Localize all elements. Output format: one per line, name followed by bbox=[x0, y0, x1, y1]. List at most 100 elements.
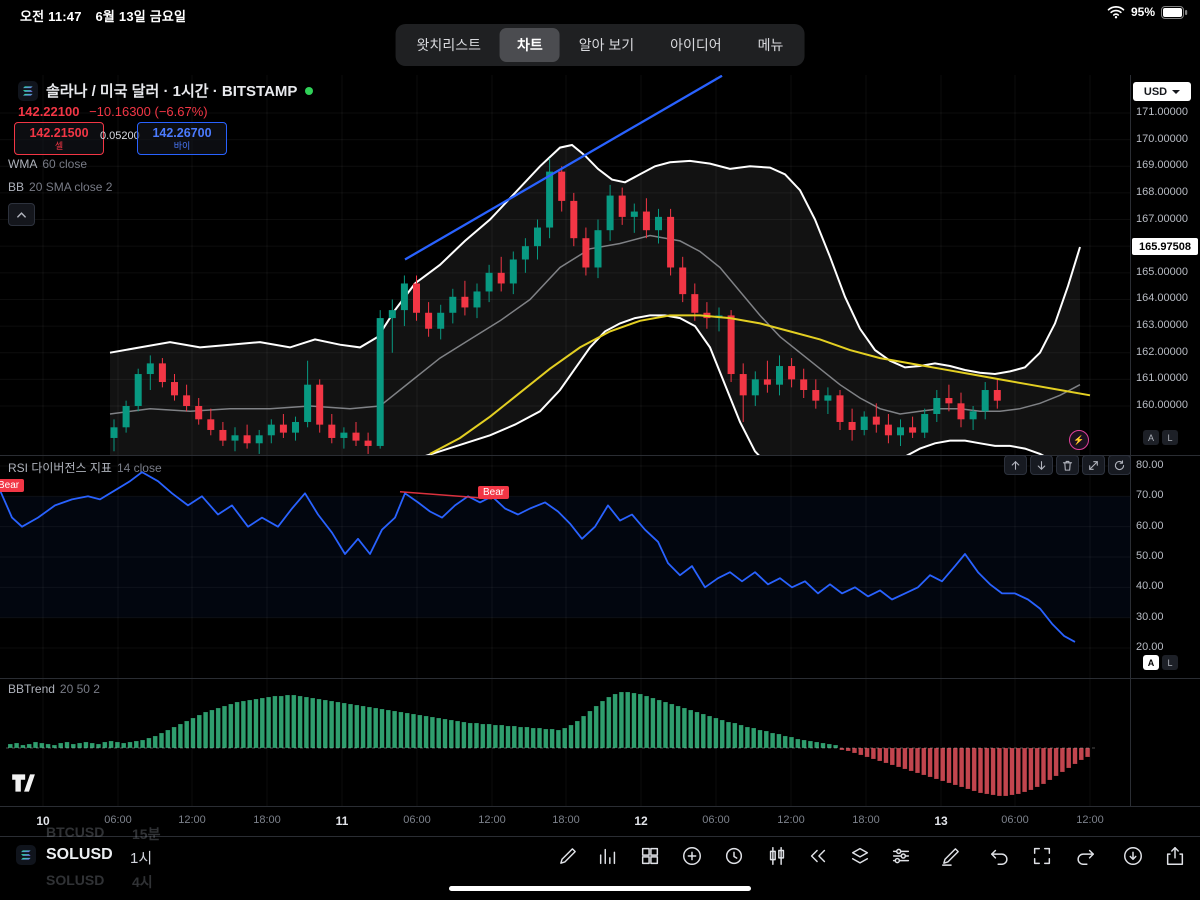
symbol-title[interactable]: 솔라나 / 미국 달러 · 1시간 · BITSTAMP bbox=[46, 83, 298, 100]
alert-clock-button[interactable] bbox=[722, 844, 746, 868]
time-axis-label: 12:00 bbox=[478, 814, 506, 826]
rsi-axis-label: 70.00 bbox=[1136, 489, 1164, 502]
sell-label: 셀 bbox=[54, 140, 64, 151]
candles-button[interactable] bbox=[765, 844, 789, 868]
tab-ideas[interactable]: 아이디어 bbox=[670, 37, 722, 53]
main-auto-scale-button[interactable]: A bbox=[1143, 430, 1159, 445]
add-circle-icon bbox=[683, 847, 701, 865]
legend-wma[interactable]: WMA 60 close bbox=[8, 157, 88, 171]
time-axis-label: 13 bbox=[934, 814, 948, 828]
price-axis-label: 168.00000 bbox=[1136, 185, 1188, 198]
undo-button[interactable] bbox=[988, 844, 1012, 868]
time-axis-label: 18:00 bbox=[852, 814, 880, 826]
currency-label: USD bbox=[1143, 85, 1168, 98]
time-axis[interactable]: 10 06:00 12:00 18:00 11 06:00 12:00 18:00 12 06:0… bbox=[0, 812, 1130, 832]
share-icon bbox=[1166, 847, 1184, 865]
add-circle-button[interactable] bbox=[680, 844, 704, 868]
tab-watchlist[interactable]: 왓치리스트 bbox=[416, 37, 481, 53]
download-icon bbox=[1124, 847, 1142, 865]
price-axis-label: 169.00000 bbox=[1136, 159, 1188, 172]
rsi-axis-label: 60.00 bbox=[1136, 519, 1164, 532]
top-nav: 왓치리스트 차트 알아 보기 아이디어 메뉴 bbox=[395, 24, 805, 66]
bear-label-left: Bear bbox=[0, 479, 25, 492]
arrow-down-icon bbox=[1037, 460, 1046, 470]
sell-button[interactable]: 142.21500 셀 bbox=[14, 122, 104, 155]
legend-bb[interactable]: BB 20 SMA close 2 bbox=[8, 180, 113, 194]
rsi-axis-label: 80.00 bbox=[1136, 459, 1164, 471]
grid-button[interactable] bbox=[638, 844, 662, 868]
fullscreen-icon bbox=[1033, 847, 1051, 865]
redo-button[interactable] bbox=[1073, 844, 1097, 868]
arrow-up-button[interactable] bbox=[1004, 455, 1027, 475]
time-axis-label: 18:00 bbox=[253, 814, 281, 826]
redo-icon bbox=[1077, 849, 1094, 865]
download-button[interactable] bbox=[1121, 844, 1145, 868]
rsi-axis[interactable]: 80.00 70.00 60.00 50.00 40.00 30.00 20.00 bbox=[1136, 0, 1200, 860]
time-axis-label: 06:00 bbox=[104, 814, 132, 826]
refresh-icon bbox=[1114, 459, 1125, 470]
home-indicator[interactable] bbox=[449, 886, 751, 891]
price-axis-label: 167.00000 bbox=[1136, 212, 1188, 225]
layers-button[interactable] bbox=[848, 844, 872, 868]
maximize-button[interactable] bbox=[1082, 455, 1105, 475]
time-axis-label: 12:00 bbox=[178, 814, 206, 826]
grid-icon bbox=[641, 847, 659, 865]
brush-button[interactable] bbox=[939, 844, 963, 868]
layers-icon bbox=[851, 847, 869, 864]
time-axis-label: 06:00 bbox=[702, 814, 730, 826]
trash-icon bbox=[1062, 460, 1073, 471]
tradingview-logo-icon[interactable] bbox=[10, 770, 36, 801]
bbtrend-pane-title[interactable]: BBTrend 20 50 2 bbox=[8, 682, 100, 696]
bottom-symbol-icon[interactable] bbox=[16, 845, 36, 865]
main-log-scale-button[interactable]: L bbox=[1162, 430, 1178, 445]
share-button[interactable] bbox=[1163, 844, 1187, 868]
chevron-up-icon bbox=[17, 211, 26, 218]
draw-button[interactable] bbox=[556, 844, 580, 868]
bear-label-mid: Bear bbox=[478, 486, 510, 499]
currency-select[interactable]: USD bbox=[1133, 82, 1191, 101]
buy-price: 142.26700 bbox=[152, 126, 212, 141]
chevron-down-icon bbox=[1172, 89, 1181, 94]
time-axis-label: 12:00 bbox=[777, 814, 805, 826]
buy-button[interactable]: 142.26700 바이 bbox=[137, 122, 227, 155]
spread-value: 0.05200 bbox=[100, 130, 140, 142]
boost-flash-icon[interactable]: ⚡ bbox=[1069, 430, 1089, 450]
refresh-button[interactable] bbox=[1108, 455, 1131, 475]
price-change: −10.16300 (−6.67%) bbox=[89, 104, 208, 119]
tab-menu[interactable]: 메뉴 bbox=[757, 37, 784, 53]
rsi-pane-title[interactable]: RSI 다이버전스 지표 14 close bbox=[8, 461, 162, 475]
price-axis-label: 171.00000 bbox=[1136, 106, 1188, 118]
market-open-dot bbox=[305, 86, 314, 95]
brush-icon bbox=[942, 848, 959, 866]
rsi-log-scale-button[interactable]: L bbox=[1162, 655, 1178, 670]
maximize-icon bbox=[1089, 460, 1098, 470]
legend-collapse-button[interactable] bbox=[8, 203, 35, 226]
trash-button[interactable] bbox=[1056, 455, 1079, 475]
price-axis-label: 165.00000 bbox=[1136, 265, 1188, 278]
clock-text: 오전 11:47 bbox=[20, 9, 82, 24]
wifi-icon bbox=[1107, 6, 1125, 19]
time-axis-label: 12 bbox=[634, 814, 648, 828]
chart-button[interactable] bbox=[596, 844, 620, 868]
tab-chart[interactable]: 차트 bbox=[499, 28, 560, 62]
arrow-down-button[interactable] bbox=[1030, 455, 1053, 475]
solana-icon bbox=[18, 80, 38, 101]
fullscreen-button[interactable] bbox=[1030, 844, 1054, 868]
rsi-axis-label: 30.00 bbox=[1136, 610, 1164, 623]
time-axis-label: 06:00 bbox=[1001, 814, 1029, 826]
interval-button[interactable]: 1시 bbox=[130, 850, 153, 867]
alert-clock-icon bbox=[726, 847, 742, 865]
ghost-interval-bottom: 4시 bbox=[132, 874, 153, 890]
replay-button[interactable] bbox=[806, 844, 830, 868]
time-axis-label: 06:00 bbox=[403, 814, 431, 826]
last-price: 142.22100 bbox=[18, 104, 80, 119]
tab-explore[interactable]: 알아 보기 bbox=[578, 37, 635, 53]
arrow-up-icon bbox=[1011, 460, 1020, 470]
rsi-auto-scale-button[interactable]: A bbox=[1143, 655, 1159, 670]
rsi-axis-label: 40.00 bbox=[1136, 580, 1164, 593]
price-axis[interactable]: 171.00000 170.00000 169.00000 168.00000 167.… bbox=[1136, 0, 1200, 860]
sliders-button[interactable] bbox=[889, 844, 913, 868]
bottom-symbol-button[interactable]: SOLUSD bbox=[46, 846, 113, 863]
ghost-symbol-bottom: SOLUSD bbox=[46, 872, 105, 888]
